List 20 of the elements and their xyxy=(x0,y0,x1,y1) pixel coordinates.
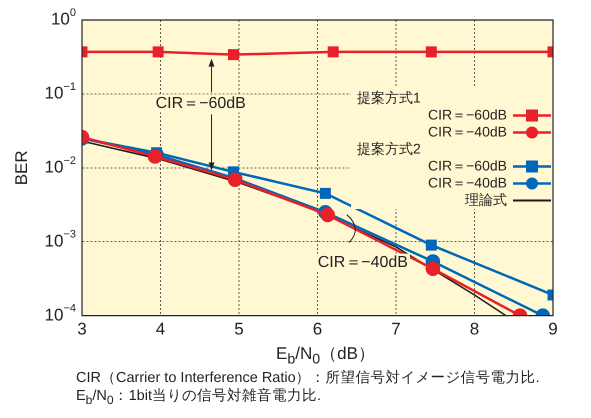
x-tick-label: 8 xyxy=(470,319,480,338)
text: E$_{b}$/N$_{0}$：1bit当りの信号対雑音電力比. xyxy=(75,387,322,410)
legend-label: CIR＝−40dB xyxy=(428,174,507,190)
x-tick-label: 5 xyxy=(234,319,244,338)
x-tick-label: 3 xyxy=(77,319,87,338)
x-tick-label: 7 xyxy=(391,319,401,338)
legend-label: CIR＝−60dB xyxy=(428,157,507,174)
x-tick-label: 4 xyxy=(156,319,166,338)
text: CIR（Carrier to Interference Ratio）：所望信号対イメージ信号電力比. xyxy=(75,369,541,388)
annotation: 提案方式2 xyxy=(357,140,421,156)
x-axis-title: E$_{b}$/N$_{0}$（dB） xyxy=(275,344,376,370)
annotation: CIR＝−60dB xyxy=(156,94,246,112)
legend-label: CIR＝−60dB xyxy=(428,106,507,122)
x-tick-label: 9 xyxy=(548,319,558,338)
annotation: 提案方式1 xyxy=(357,89,421,106)
legend-label: 理論式 xyxy=(465,191,507,208)
x-tick-label: 6 xyxy=(312,319,322,338)
annotation: CIR＝−40dB xyxy=(318,254,408,272)
y-axis-title: BER xyxy=(12,150,31,186)
legend-label: CIR＝−40dB xyxy=(428,123,507,140)
